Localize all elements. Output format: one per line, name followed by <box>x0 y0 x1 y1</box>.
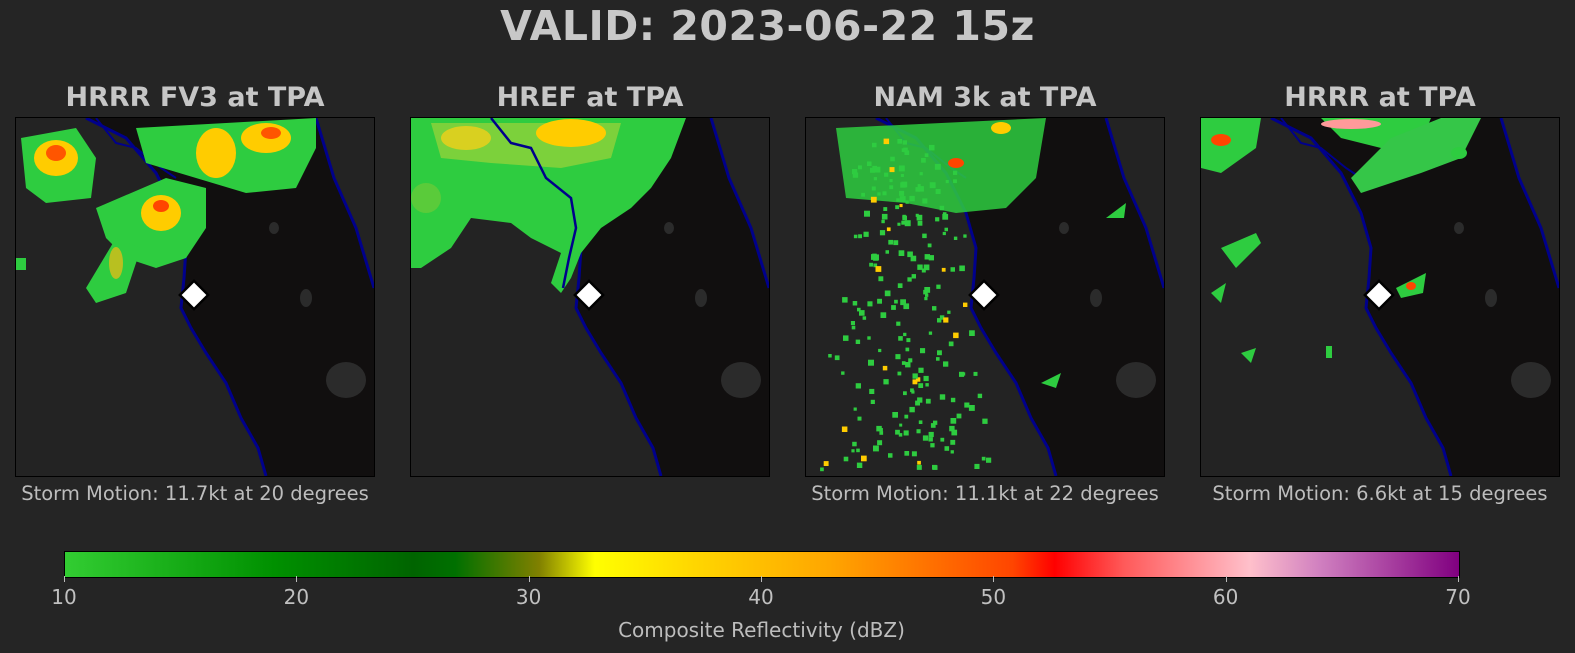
land <box>481 118 769 476</box>
coastline <box>85 118 374 476</box>
map-hrrr <box>1200 117 1560 477</box>
colorbar-tick-label: 50 <box>980 585 1007 609</box>
colorbar-tick <box>64 576 65 582</box>
land <box>876 118 1164 476</box>
land <box>86 118 374 476</box>
panel-title: HRRR at TPA <box>1284 82 1476 113</box>
storm-motion: Storm Motion: 11.1kt at 22 degrees <box>811 482 1159 505</box>
river <box>95 118 177 179</box>
panel-title: HREF at TPA <box>496 82 684 113</box>
storm-motion: Storm Motion: 11.7kt at 20 degrees <box>21 482 369 505</box>
colorbar-tick-label: 10 <box>51 585 77 609</box>
coastline <box>1270 118 1559 476</box>
panel-title: NAM 3k at TPA <box>873 82 1097 113</box>
colorbar-tick-label: 20 <box>283 585 310 609</box>
colorbar-tick-label: 60 <box>1212 585 1239 609</box>
colorbar-tick <box>993 576 995 582</box>
reflectivity <box>16 118 316 303</box>
map-href <box>410 117 770 477</box>
reflectivity <box>1201 118 1481 363</box>
colorbar-tick <box>761 576 762 582</box>
diamond-marker-icon <box>968 279 1000 311</box>
river <box>1280 118 1362 179</box>
land <box>1271 118 1559 476</box>
river <box>490 118 578 289</box>
colorbar <box>64 551 1460 578</box>
colorbar-tick <box>1225 576 1227 582</box>
colorbar-tick-label: 30 <box>515 585 542 609</box>
colorbar-tick-label: 40 <box>748 585 774 609</box>
diamond-marker-icon <box>178 279 210 311</box>
diamond-marker-icon <box>1363 279 1395 311</box>
colorbar-label: Composite Reflectivity (dBZ) <box>618 618 905 642</box>
map-hrrr-fv3 <box>15 117 375 477</box>
colorbar-tick <box>528 576 530 582</box>
reflectivity <box>820 118 1126 472</box>
colorbar-tick <box>296 576 298 582</box>
panel-title: HRRR FV3 at TPA <box>65 82 325 113</box>
map-nam-3k <box>805 117 1165 477</box>
colorbar-tick <box>1458 576 1459 582</box>
diamond-marker-icon <box>573 279 605 311</box>
colorbar-tick-label: 70 <box>1445 585 1471 609</box>
storm-motion: Storm Motion: 6.6kt at 15 degrees <box>1212 482 1548 505</box>
main-title: VALID: 2023-06-22 15z <box>500 2 1035 50</box>
